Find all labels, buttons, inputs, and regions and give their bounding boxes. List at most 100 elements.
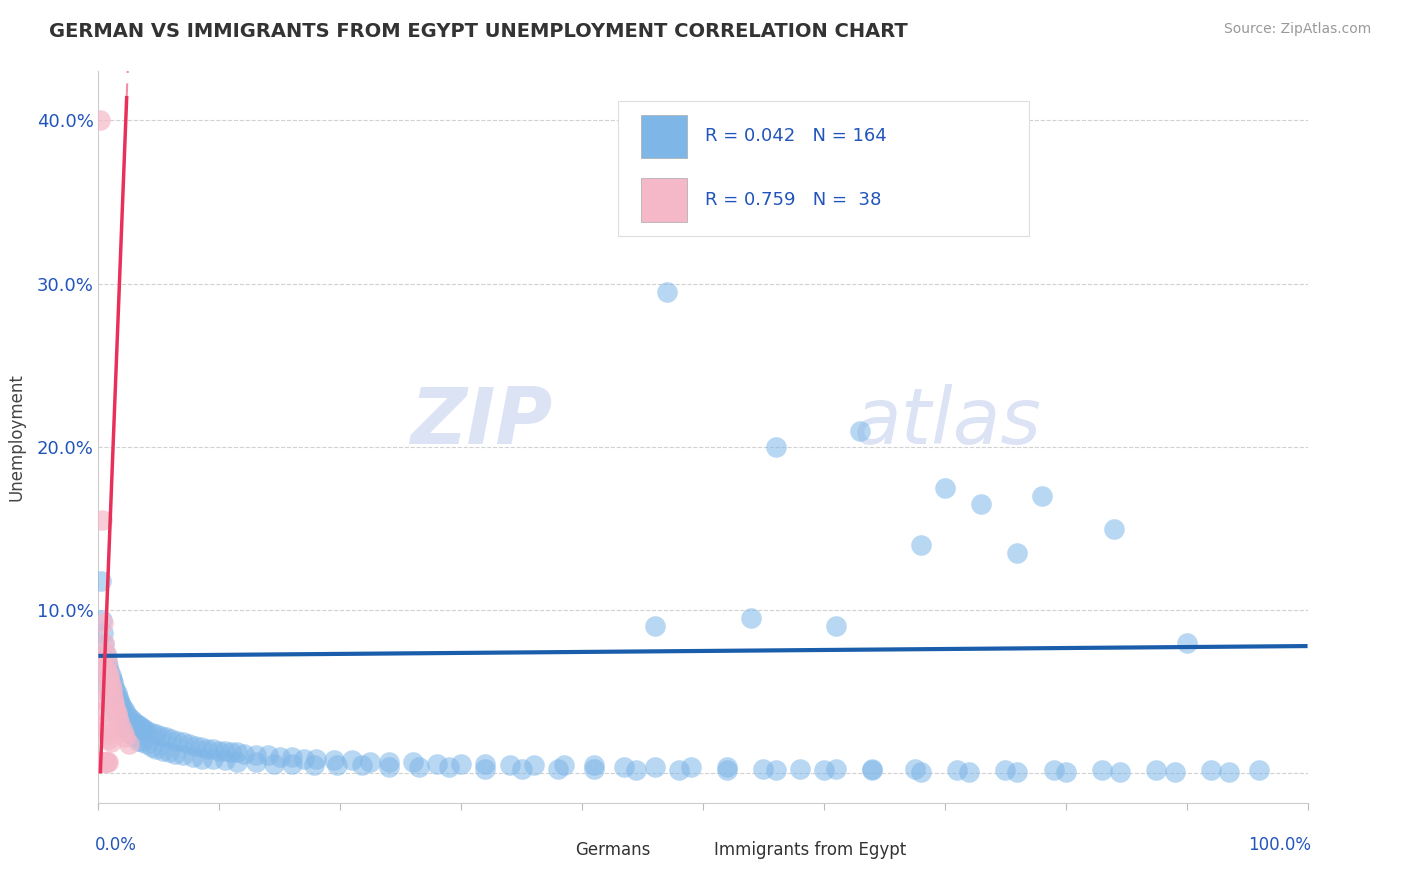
Point: [1218, 764, 1240, 779]
Text: GERMAN VS IMMIGRANTS FROM EGYPT UNEMPLOYMENT CORRELATION CHART: GERMAN VS IMMIGRANTS FROM EGYPT UNEMPLOY…: [49, 22, 908, 41]
Point: [163, 747, 186, 761]
Point: [655, 285, 678, 299]
Point: [98, 732, 121, 747]
Point: [103, 696, 125, 710]
Point: [108, 696, 131, 710]
Point: [360, 755, 382, 769]
Point: [135, 737, 157, 751]
Point: [131, 721, 153, 735]
Text: Source: ZipAtlas.com: Source: ZipAtlas.com: [1223, 22, 1371, 37]
Text: R = 0.042   N = 164: R = 0.042 N = 164: [706, 128, 887, 145]
Point: [510, 762, 533, 776]
Point: [437, 760, 460, 774]
Point: [191, 752, 214, 766]
Point: [613, 760, 636, 774]
Point: [124, 715, 146, 730]
Point: [325, 758, 347, 772]
Point: [105, 686, 128, 700]
Point: [1199, 763, 1222, 777]
Point: [108, 693, 131, 707]
Point: [117, 707, 139, 722]
Point: [195, 742, 218, 756]
Point: [91, 613, 114, 627]
Point: [553, 758, 575, 772]
Point: [96, 723, 118, 737]
Point: [107, 690, 129, 704]
Point: [269, 750, 291, 764]
Point: [813, 763, 835, 777]
Point: [583, 762, 606, 776]
Point: [91, 648, 114, 663]
Point: [1054, 764, 1077, 779]
Point: [910, 538, 932, 552]
Point: [104, 683, 127, 698]
Point: [172, 735, 194, 749]
Point: [1031, 489, 1053, 503]
Text: 100.0%: 100.0%: [1249, 836, 1312, 854]
Point: [150, 729, 173, 743]
Bar: [534, 839, 561, 862]
Point: [202, 752, 225, 766]
Point: [190, 740, 212, 755]
Point: [474, 762, 496, 776]
Point: [96, 678, 118, 692]
Point: [101, 690, 124, 704]
Point: [100, 696, 122, 710]
Point: [342, 753, 364, 767]
Point: [934, 481, 956, 495]
Point: [740, 611, 762, 625]
Point: [128, 719, 150, 733]
Point: [145, 727, 167, 741]
Point: [426, 756, 449, 771]
Point: [98, 688, 121, 702]
Point: [94, 755, 117, 769]
Point: [114, 705, 136, 719]
Point: [91, 676, 114, 690]
Point: [626, 763, 648, 777]
Point: [127, 733, 149, 747]
Point: [1249, 763, 1271, 777]
Text: ZIP: ZIP: [409, 384, 551, 460]
Point: [97, 668, 120, 682]
Point: [292, 752, 315, 766]
Point: [90, 574, 112, 588]
Point: [97, 727, 120, 741]
Point: [103, 680, 125, 694]
Point: [402, 755, 425, 769]
Point: [131, 735, 153, 749]
Point: [145, 742, 167, 756]
Point: [96, 755, 118, 769]
Point: [281, 750, 304, 764]
Point: [91, 755, 114, 769]
Text: 0.0%: 0.0%: [94, 836, 136, 854]
Point: [108, 713, 131, 727]
Point: [160, 732, 183, 747]
Point: [94, 717, 117, 731]
Point: [1007, 546, 1029, 560]
Point: [245, 748, 267, 763]
Point: [124, 731, 146, 745]
Point: [101, 675, 124, 690]
Point: [93, 665, 115, 680]
Point: [89, 113, 111, 128]
Point: [108, 717, 131, 731]
Point: [1163, 764, 1185, 779]
Point: [157, 745, 180, 759]
Point: [93, 755, 115, 769]
Point: [121, 713, 143, 727]
Point: [214, 743, 236, 757]
Point: [523, 758, 546, 772]
Point: [104, 701, 127, 715]
Point: [90, 755, 112, 769]
Text: Immigrants from Egypt: Immigrants from Egypt: [714, 841, 905, 859]
Point: [825, 619, 848, 633]
Point: [91, 513, 114, 527]
Point: [96, 654, 118, 668]
Point: [100, 735, 122, 749]
Point: [245, 755, 267, 769]
Point: [221, 745, 243, 759]
Point: [1091, 763, 1114, 777]
Point: [547, 762, 569, 776]
Point: [970, 497, 993, 511]
Point: [994, 763, 1017, 777]
